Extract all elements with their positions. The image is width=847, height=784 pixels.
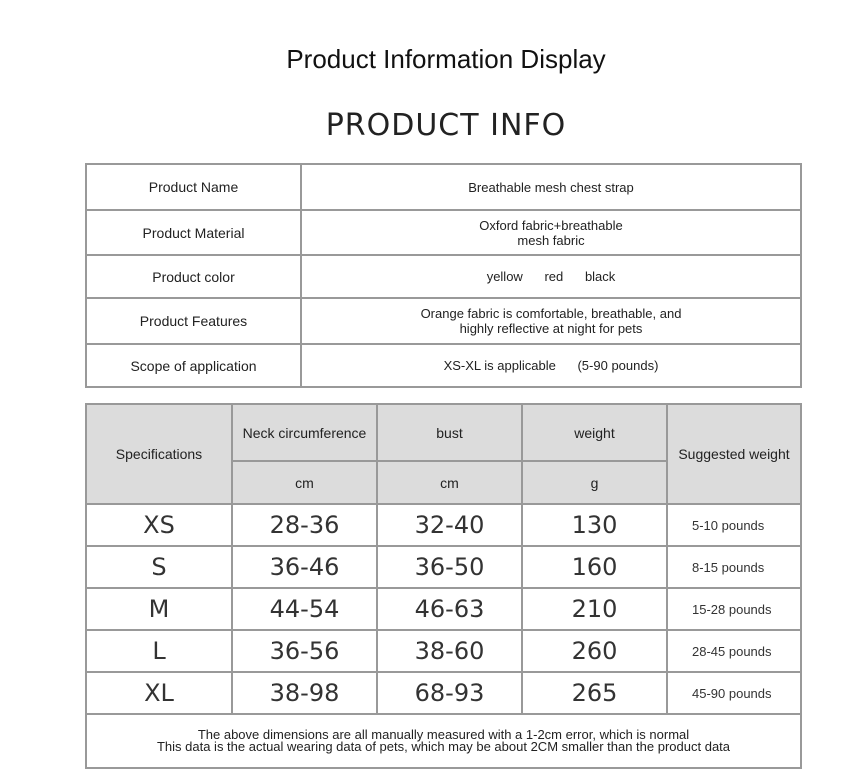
info-row: Scope of application XS-XL is applicable … (85, 343, 802, 388)
note: The above dimensions are all manually me… (85, 713, 802, 769)
cell-size: XS (85, 503, 233, 547)
product-info-table: Product Name Breathable mesh chest strap … (85, 163, 802, 388)
cell-weight: 210 (521, 587, 668, 631)
info-value: XS-XL is applicable (5-90 pounds) (300, 343, 802, 388)
info-row: Product Material Oxford fabric+breathable… (85, 209, 802, 256)
size-row: L 36-56 38-60 260 28-45 pounds (85, 629, 802, 673)
header-bust: bust (376, 403, 523, 462)
size-row: XL 38-98 68-93 265 45-90 pounds (85, 671, 802, 715)
unit-bust: cm (376, 460, 523, 505)
size-row: S 36-46 36-50 160 8-15 pounds (85, 545, 802, 589)
cell-suggested: 5-10 pounds (666, 503, 802, 547)
cell-bust: 46-63 (376, 587, 523, 631)
note-line: The above dimensions are all manually me… (197, 727, 690, 742)
info-label: Product Name (85, 163, 302, 211)
cell-size: L (85, 629, 233, 673)
info-row: Product color yellow red black (85, 254, 802, 299)
info-value: Oxford fabric+breathable mesh fabric (300, 209, 802, 256)
cell-suggested: 15-28 pounds (666, 587, 802, 631)
cell-bust: 38-60 (376, 629, 523, 673)
cell-size: M (85, 587, 233, 631)
info-value: Breathable mesh chest strap (300, 163, 802, 211)
info-label: Product Material (85, 209, 302, 256)
cell-neck: 36-46 (231, 545, 378, 589)
header-spec: Specifications (85, 403, 233, 505)
cell-weight: 260 (521, 629, 668, 673)
cell-suggested: 45-90 pounds (666, 671, 802, 715)
header-weight: weight (521, 403, 668, 462)
cell-suggested: 28-45 pounds (666, 629, 802, 673)
unit-weight: g (521, 460, 668, 505)
cell-bust: 68-93 (376, 671, 523, 715)
info-row: Product Name Breathable mesh chest strap (85, 163, 802, 211)
cell-neck: 44-54 (231, 587, 378, 631)
info-label: Product color (85, 254, 302, 299)
note-row: The above dimensions are all manually me… (85, 713, 802, 769)
unit-neck: cm (231, 460, 378, 505)
size-row: M 44-54 46-63 210 15-28 pounds (85, 587, 802, 631)
info-label: Scope of application (85, 343, 302, 388)
cell-size: S (85, 545, 233, 589)
header-row: Specifications Neck circumference bust w… (85, 403, 802, 505)
cell-neck: 36-56 (231, 629, 378, 673)
info-value: Orange fabric is comfortable, breathable… (300, 297, 802, 345)
info-row: Product Features Orange fabric is comfort… (85, 297, 802, 345)
size-row: XS 28-36 32-40 130 5-10 pounds (85, 503, 802, 547)
cell-neck: 38-98 (231, 671, 378, 715)
unit-row: cm cm g (86, 460, 801, 505)
note-line: This data is the actual wearing data of … (156, 739, 731, 754)
cell-neck: 28-36 (231, 503, 378, 547)
size-table: Specifications Neck circumference bust w… (85, 403, 802, 769)
cell-suggested: 8-15 pounds (666, 545, 802, 589)
cell-bust: 32-40 (376, 503, 523, 547)
header-suggested: Suggested weight (666, 403, 802, 505)
cell-size: XL (85, 671, 233, 715)
cell-weight: 130 (521, 503, 668, 547)
info-label: Product Features (85, 297, 302, 345)
cell-bust: 36-50 (376, 545, 523, 589)
cell-weight: 265 (521, 671, 668, 715)
info-value: yellow red black (300, 254, 802, 299)
header-neck: Neck circumference (231, 403, 378, 462)
page-title: Product Information Display (286, 44, 606, 74)
cell-weight: 160 (521, 545, 668, 589)
section-title: PRODUCT INFO (325, 108, 567, 143)
